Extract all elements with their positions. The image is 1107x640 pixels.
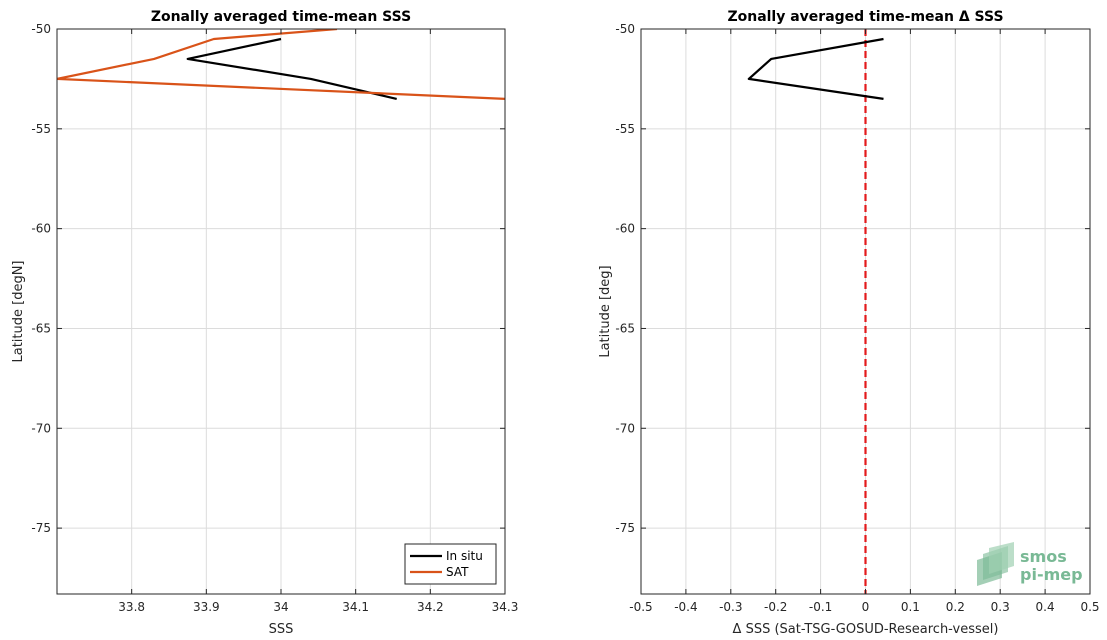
panel2-x-tick-label: -0.3	[719, 600, 742, 614]
panel2-x-tick-label: -0.1	[809, 600, 832, 614]
panel1-series-in-situ-line	[186, 37, 397, 100]
panel1-y-tick-label: -70	[31, 421, 51, 435]
panel2-y-tick-label: -75	[615, 521, 635, 535]
panel2-y-tick-label: -60	[615, 222, 635, 236]
panel2-x-axis-label: Δ SSS (Sat-TSG-GOSUD-Research-vessel)	[733, 622, 999, 637]
right-panel: -0.5 -0.4 -0.3 -0.2 -0.1 0 0.1 0.2 0.3 0.4 0.5 -50 -…	[598, 9, 1100, 637]
panel1-y-tick-label: -55	[31, 122, 51, 136]
panel1-x-tick-label: 34.2	[417, 600, 444, 614]
panel1-x-tick-label: 34	[273, 600, 288, 614]
panel2-title: Zonally averaged time-mean Δ SSS	[727, 9, 1003, 25]
panel1-x-tick-label: 33.8	[118, 600, 145, 614]
left-panel: 33.8 33.9 34 34.1 34.2 34.3 -50 -55 -60 -65 -70 -75…	[11, 9, 518, 637]
panel2-x-tick-label: -0.5	[629, 600, 652, 614]
panel1-legend: In situ SAT	[404, 543, 497, 585]
panel2-x-tick-label: -0.2	[764, 600, 787, 614]
panel1-y-tick-label: -60	[31, 222, 51, 236]
panel1-series-sat-line	[57, 29, 505, 100]
smos-pi-mep-logo: smos pi-mep	[977, 542, 1083, 586]
panel2-y-axis-label: Latitude [deg]	[598, 265, 613, 357]
legend-entry-label: SAT	[446, 565, 469, 579]
panel2-x-tick-label: 0.1	[901, 600, 920, 614]
panel1-x-tick-label: 34.3	[492, 600, 519, 614]
panel2-y-tick-label: -55	[615, 122, 635, 136]
logo-line2: pi-mep	[1020, 565, 1083, 584]
panel2-x-tick-label: 0	[862, 600, 870, 614]
legend-box	[404, 543, 497, 585]
panel2-y-tick-label: -65	[615, 321, 635, 335]
panel2-x-tick-label: 0.5	[1080, 600, 1099, 614]
panel2-x-tick-label: 0.2	[946, 600, 965, 614]
panel1-y-tick-label: -75	[31, 521, 51, 535]
panel2-y-tick-label: -50	[615, 22, 635, 36]
panel2-x-tick-label: 0.4	[1036, 600, 1055, 614]
panel1-y-tick-label: -65	[31, 321, 51, 335]
logo-line1: smos	[1020, 547, 1067, 566]
panel1-x-tick-label: 34.1	[342, 600, 369, 614]
legend-entry-label: In situ	[446, 549, 483, 563]
panel1-y-axis-label: Latitude [degN]	[11, 260, 26, 362]
panel2-x-tick-label: 0.3	[991, 600, 1010, 614]
panel2-series-delta-line	[747, 37, 884, 100]
panel1-x-axis-label: SSS	[269, 622, 294, 637]
panel1-x-tick-label: 33.9	[193, 600, 220, 614]
panel2-x-tick-label: -0.4	[674, 600, 697, 614]
panel2-y-tick-label: -70	[615, 421, 635, 435]
panel1-y-tick-label: -50	[31, 22, 51, 36]
panel1-title: Zonally averaged time-mean SSS	[151, 9, 411, 25]
